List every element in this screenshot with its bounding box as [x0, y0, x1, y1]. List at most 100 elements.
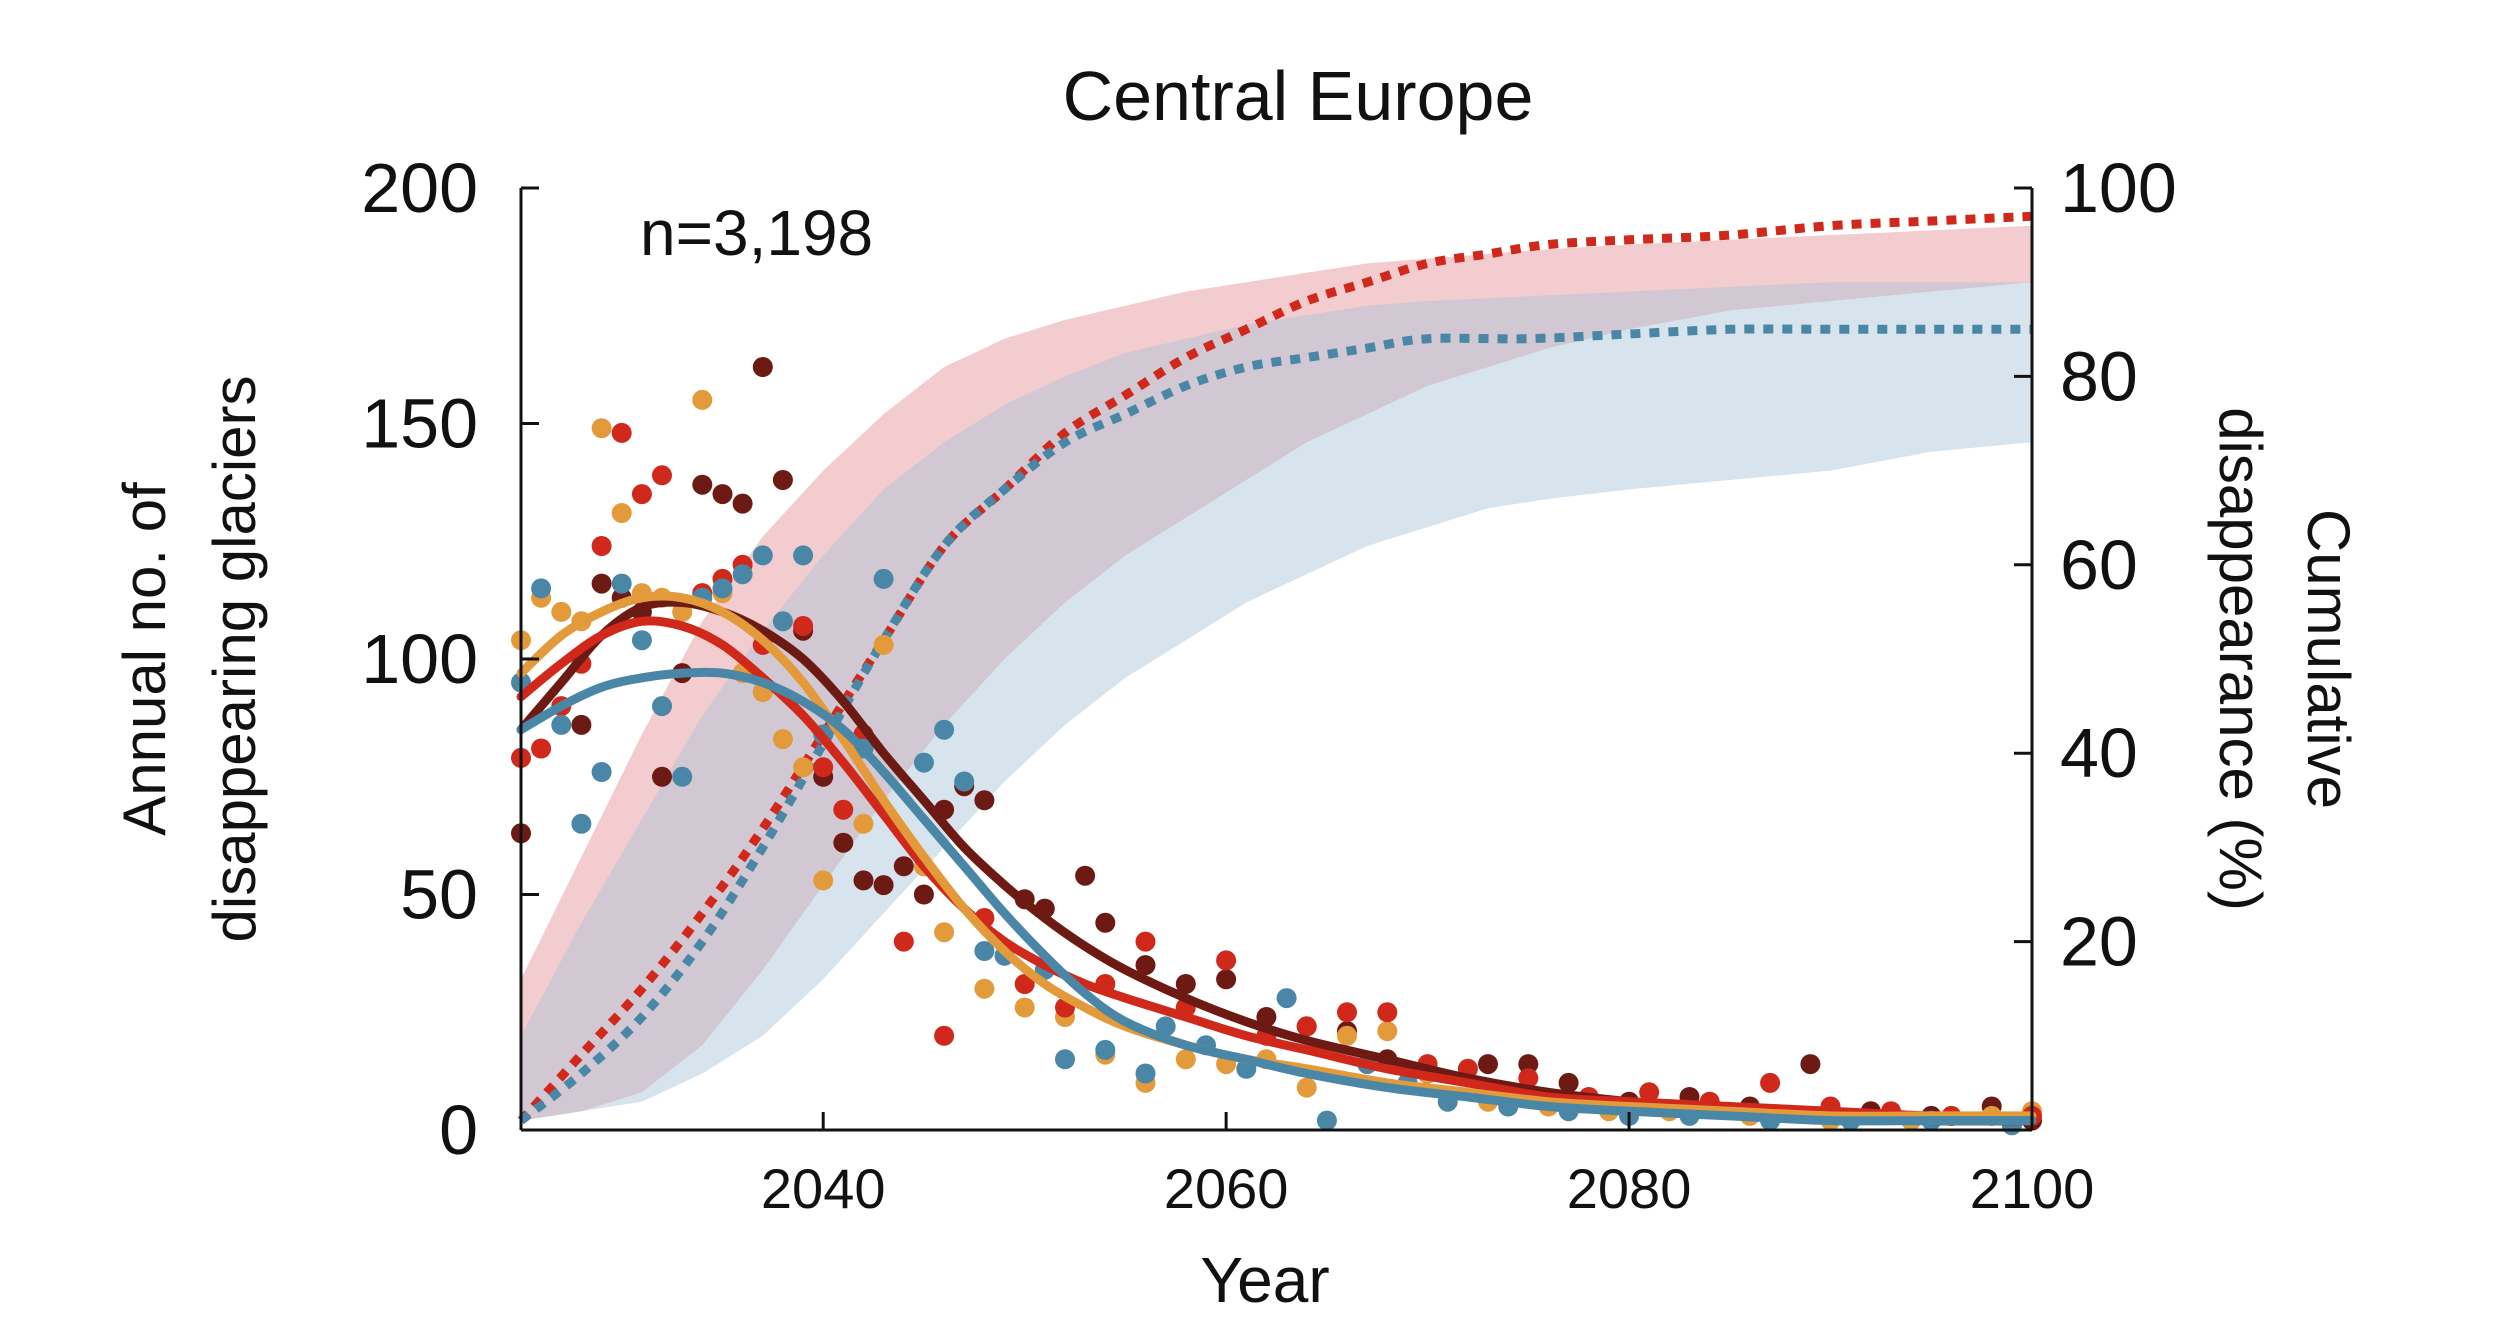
data-point [531, 578, 552, 599]
y-left-tick-label: 0 [439, 1091, 478, 1169]
data-point [1135, 1063, 1156, 1084]
data-point [692, 474, 713, 495]
y-left-label-line1: Annual no. of [111, 482, 178, 836]
data-point [752, 545, 773, 566]
data-point [611, 422, 632, 443]
data-point [813, 870, 834, 891]
data-point [1095, 1039, 1116, 1060]
data-point [913, 884, 934, 905]
data-point [772, 470, 793, 490]
data-point [631, 630, 652, 651]
data-point [913, 752, 934, 773]
data-point [732, 493, 753, 514]
y-left-label: Annual no. of disappearing glaciers [111, 375, 268, 942]
y-right-label-line2: disappearance (%) [2207, 407, 2274, 911]
y-left-tick-label: 50 [400, 856, 478, 934]
data-point [873, 875, 894, 896]
y-left-tick-label: 200 [361, 149, 478, 227]
data-point [893, 856, 914, 877]
y-right-label: Cumulative disappearance (%) [2207, 407, 2362, 911]
data-point [712, 484, 733, 505]
cumulative-lines [517, 211, 2033, 1125]
data-point [591, 418, 612, 439]
data-point [752, 357, 773, 377]
x-tick-label: 2080 [1567, 1157, 1692, 1220]
data-point [551, 714, 572, 735]
data-point [1296, 1077, 1317, 1098]
data-point [974, 978, 995, 999]
data-point [591, 762, 612, 782]
fit-curve-orange-scenario [516, 591, 2037, 1121]
data-point [793, 545, 814, 566]
data-point [611, 573, 632, 594]
data-point [1296, 1016, 1317, 1037]
y-right-tick-label: 20 [2060, 903, 2138, 981]
data-point [1216, 950, 1237, 971]
data-point [1518, 1068, 1539, 1089]
data-point [1216, 969, 1237, 990]
data-point [934, 922, 955, 943]
cumulative-line-red [517, 211, 2033, 1124]
data-point [1639, 1082, 1660, 1103]
y-right-tick-label: 80 [2060, 337, 2138, 415]
data-point [873, 634, 894, 655]
data-point [772, 611, 793, 632]
data-point [672, 766, 693, 787]
data-point [1175, 1049, 1196, 1070]
data-point [1337, 1002, 1357, 1023]
data-point [571, 813, 592, 834]
data-point [692, 389, 713, 410]
data-point [1135, 931, 1156, 952]
data-point [833, 799, 854, 820]
data-point [1175, 974, 1196, 994]
data-point [591, 536, 612, 556]
y-right-tick-label: 60 [2060, 526, 2138, 604]
chart-title: Central Europe [1063, 57, 1534, 135]
data-point [1558, 1072, 1579, 1093]
data-point [1256, 1007, 1277, 1027]
data-point [1760, 1072, 1781, 1093]
data-point [1377, 1002, 1398, 1023]
data-point [571, 714, 592, 735]
data-point [873, 568, 894, 589]
data-point [1316, 1110, 1337, 1131]
y-left-tick-label: 100 [361, 620, 478, 698]
data-point [1337, 1025, 1357, 1046]
data-point [611, 503, 632, 523]
data-point [531, 738, 552, 759]
uncertainty-band-blue [521, 282, 2032, 1121]
data-point [1014, 997, 1035, 1018]
data-point [631, 484, 652, 505]
x-axis-label: Year [1200, 1244, 1329, 1316]
data-point [1095, 912, 1116, 933]
fit-curve-red-scenario [516, 616, 2037, 1121]
data-point [652, 766, 672, 787]
y-right-label-line1: Cumulative [2295, 509, 2362, 809]
x-tick-label: 2100 [1970, 1157, 2095, 1220]
data-point [813, 757, 834, 778]
x-tick-label: 2040 [761, 1157, 886, 1220]
y-right-tick-label: 100 [2060, 149, 2177, 227]
x-tick-label: 2060 [1164, 1157, 1289, 1220]
data-point [954, 771, 975, 792]
data-point [1478, 1054, 1498, 1075]
data-point [934, 1025, 955, 1046]
uncertainty-bands [521, 225, 2032, 1121]
data-point [1377, 1021, 1398, 1042]
data-point [1518, 1054, 1539, 1075]
data-point [1135, 955, 1156, 976]
data-point [1155, 1016, 1176, 1037]
data-point [591, 573, 612, 594]
data-point [652, 465, 672, 486]
data-point [853, 813, 874, 834]
data-point [934, 719, 955, 740]
data-point [1075, 865, 1096, 886]
data-point [893, 931, 914, 952]
sample-size-annotation: n=3,198 [640, 197, 873, 269]
data-point [1014, 974, 1035, 994]
y-right-tick-label: 40 [2060, 714, 2138, 792]
data-point [974, 790, 995, 811]
data-point [551, 601, 572, 622]
